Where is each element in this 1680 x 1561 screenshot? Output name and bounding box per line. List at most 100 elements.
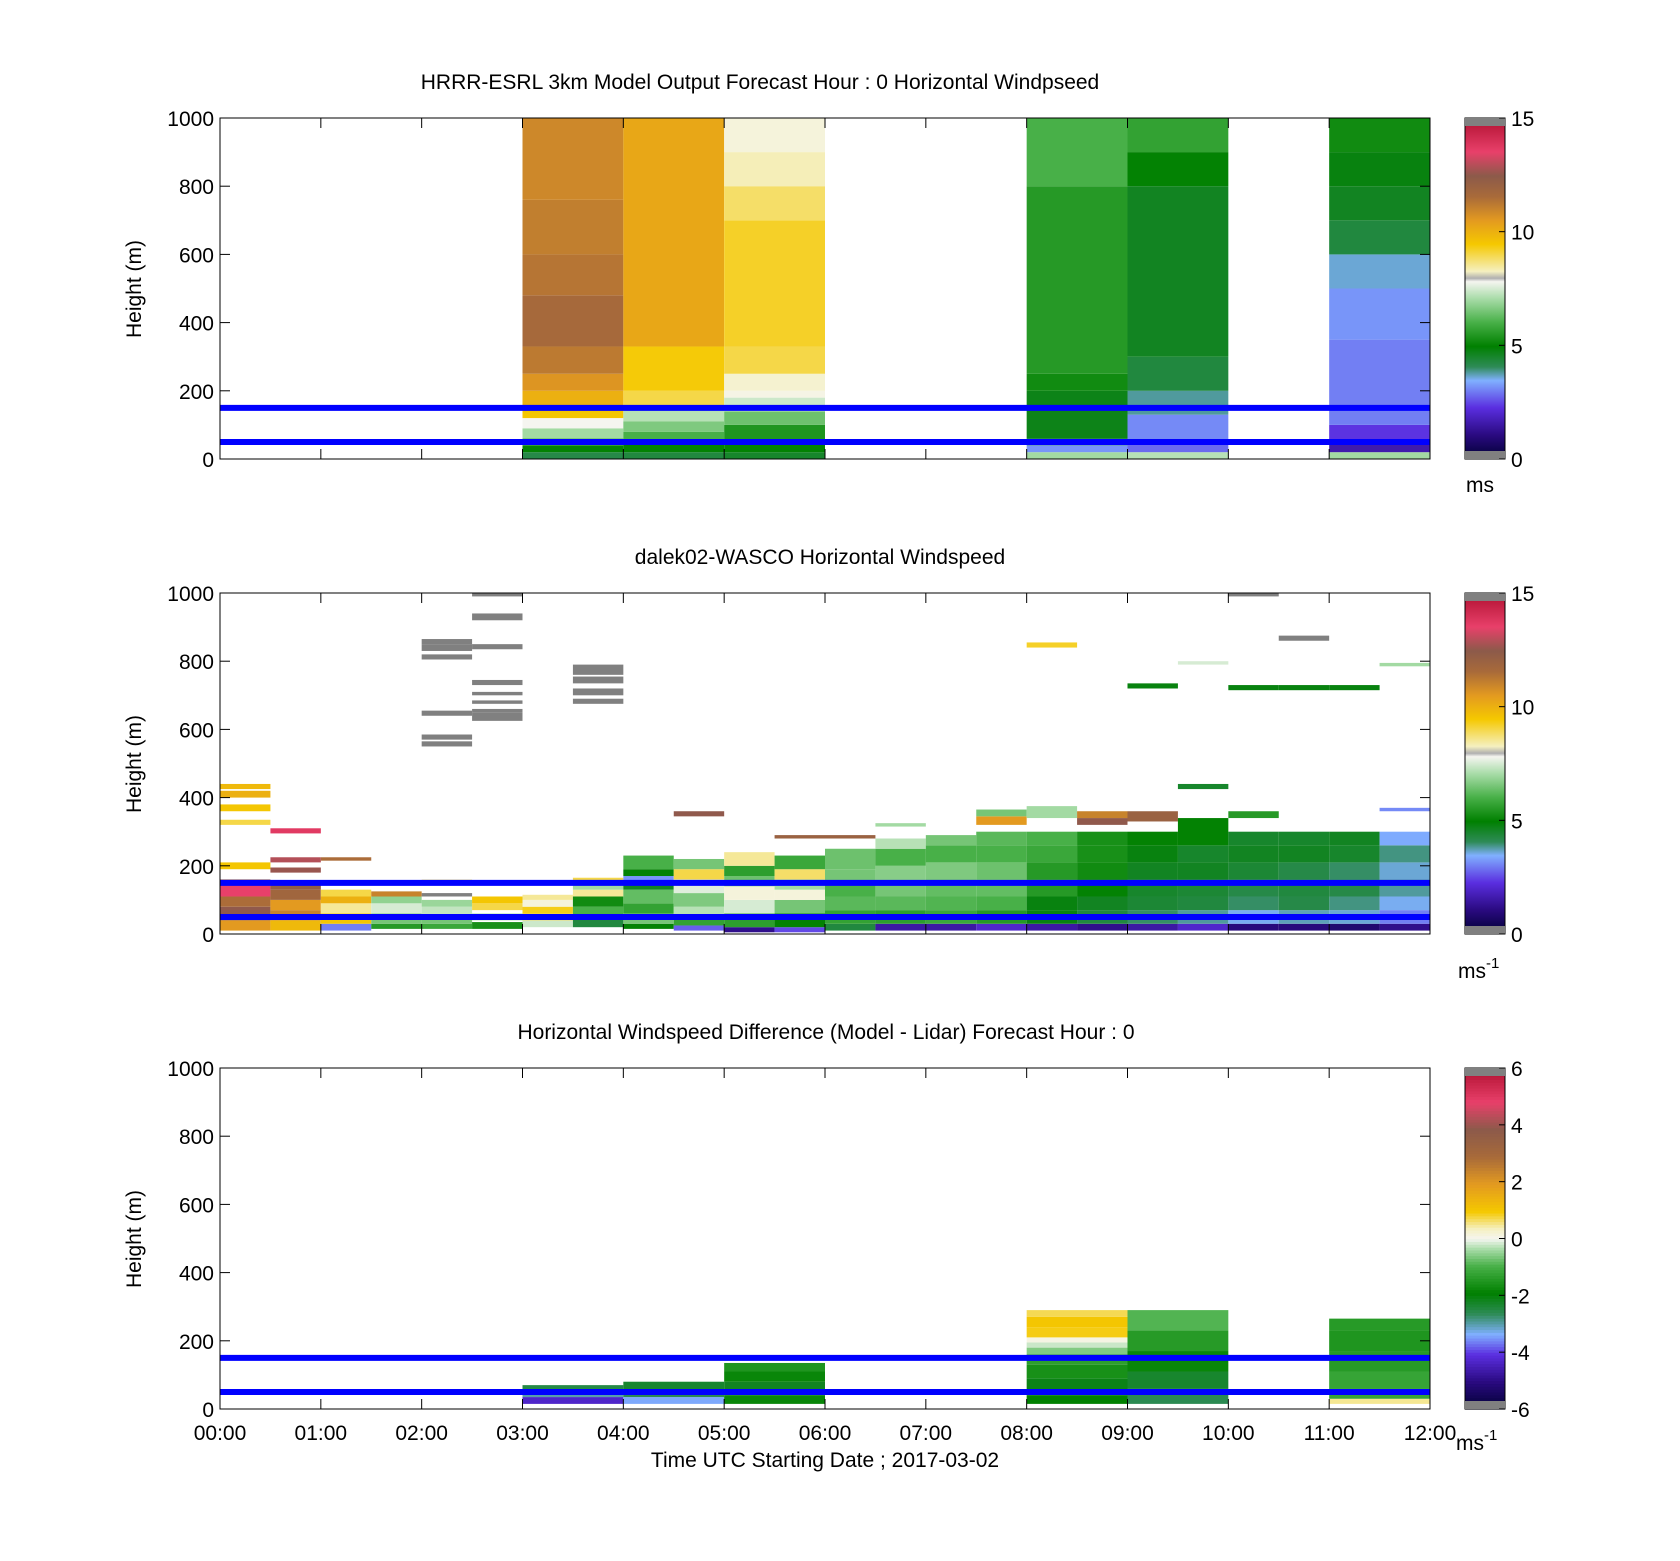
colorbar-swatch [1465,1258,1505,1262]
heatmap-cell [1228,845,1279,863]
colorbar-swatch [1465,1337,1505,1342]
heatmap-cell [1127,414,1229,442]
heatmap-cell [572,882,624,890]
x-tick-label: 05:00 [698,1422,751,1445]
colorbar-swatch [1465,1170,1505,1174]
colorbar-unit-base: ms [1458,960,1486,983]
heatmap-cell [320,896,372,904]
colorbar-swatch [1465,1187,1505,1191]
colorbar-swatch [1465,1173,1505,1177]
heatmap-cell [1278,845,1330,863]
heatmap-cell [1329,1371,1430,1389]
heatmap-cell [673,858,725,870]
heatmap-cell [1026,118,1128,187]
heatmap-cell [1329,339,1430,425]
colorbar-swatch [1465,1090,1505,1095]
heatmap-cell [572,889,624,897]
heatmap-cell [220,920,271,931]
y-tick-label: 1000 [167,583,214,606]
x-tick-label: 09:00 [1101,1422,1154,1445]
heatmap-cell [724,373,825,391]
heatmap-cell [825,923,876,931]
heatmap-cell [1127,152,1229,187]
heatmap-cell [724,1395,825,1404]
heatmap-cell [1379,923,1430,931]
colorbar-swatch [1465,1329,1505,1333]
colorbar-swatch [1465,1221,1505,1225]
colorbar-swatch [1465,1241,1505,1245]
heatmap-cell [1177,862,1229,880]
x-tick-label: 07:00 [900,1422,953,1445]
colorbar-tick-label: 0 [1511,924,1523,947]
heatmap-cell [623,889,674,904]
colorbar-tick-label: 5 [1511,335,1523,358]
colorbar-swatch [1465,1227,1505,1231]
colorbar-swatch [1465,1130,1505,1134]
y-axis-label: Height (m) [123,1190,146,1288]
colorbar-tick-label: 0 [1511,449,1523,472]
colorbar-ticks: -6 -4 -2 0 2 4 6 [1465,1058,1530,1422]
heatmap-cell [371,923,422,929]
colorbar-cap-top [1465,118,1505,126]
y-tick-label: 800 [179,176,214,199]
panel-lidar-windspeed: dalek02-WASCO Horizontal Windspeed 0 200 4… [123,546,1534,983]
y-tick-label: 0 [202,449,214,472]
colorbar-swatch [1465,1275,1505,1279]
heatmap-cell [1026,445,1128,453]
colorbar-swatch [1465,1355,1505,1359]
heatmap-cell [623,452,725,459]
heatmap-cell [1026,862,1078,880]
y-tick-label: 600 [179,244,214,267]
colorbar-swatch [1465,1326,1505,1331]
colorbar-swatch [1465,1156,1505,1160]
heatmap-cell [1026,452,1128,459]
colorbar-swatch [1465,1201,1505,1205]
heatmap-cell [724,441,825,453]
reference-lines [220,879,1430,920]
heatmap-cell [522,445,624,453]
y-axis-label: Height (m) [123,240,146,338]
colorbar-unit-base: ms [1466,474,1494,497]
colorbar-swatch [1465,1218,1505,1223]
heatmap-cell [572,906,624,917]
heatmap-cell [1329,923,1380,931]
colorbar-swatch [1465,1093,1505,1098]
colorbar-swatch [1465,1397,1505,1402]
x-axis: 00:00 01:00 02:00 03:00 04:00 05:00 06:00 07:00… [194,1068,1456,1445]
colorbar-frame [1464,592,1506,935]
colorbar-swatch [1465,1346,1505,1350]
heatmap-cell [976,831,1027,846]
heatmap-cell [1127,441,1229,453]
colorbar-swatch [1465,1190,1505,1194]
panel-model-windspeed: HRRR-ESRL 3km Model Output Forecast Hour… [123,71,1534,497]
colorbar-swatch [1465,1391,1505,1396]
colorbar-ticks: 0 5 10 15 [1465,583,1534,947]
heatmap-cell [421,654,473,660]
colorbar-swatch [1465,1295,1505,1299]
heatmap-cell [472,644,523,650]
heatmap-cell [522,1397,624,1404]
heatmap-cell [472,613,523,621]
heatmap-cell [1278,923,1330,931]
heatmap-cell [1329,186,1430,221]
heatmap-cell [1026,1342,1128,1348]
heatmap-cell [825,848,876,870]
colorbar-swatch [1465,1349,1505,1353]
heatmap-cell [1278,896,1330,911]
heatmap-cell [1228,593,1279,597]
colorbar-swatch [1465,1272,1505,1277]
colorbar-swatch [1465,1320,1505,1325]
heatmap-cell [1026,1347,1128,1355]
heatmap-cell [522,118,624,200]
heatmap-cell [875,865,926,883]
heatmap-cell [623,855,674,870]
heatmap-cell [673,869,725,880]
heatmap-cell [421,710,473,716]
colorbar-tick-label: 15 [1511,583,1534,606]
heatmap-cell [1329,118,1430,153]
heatmap-cell [623,1381,725,1391]
heatmap-cell [1026,186,1128,374]
colorbar-unit-exponent: -1 [1486,955,1499,972]
y-tick-label: 600 [179,1194,214,1217]
heatmap-cell [976,845,1027,863]
